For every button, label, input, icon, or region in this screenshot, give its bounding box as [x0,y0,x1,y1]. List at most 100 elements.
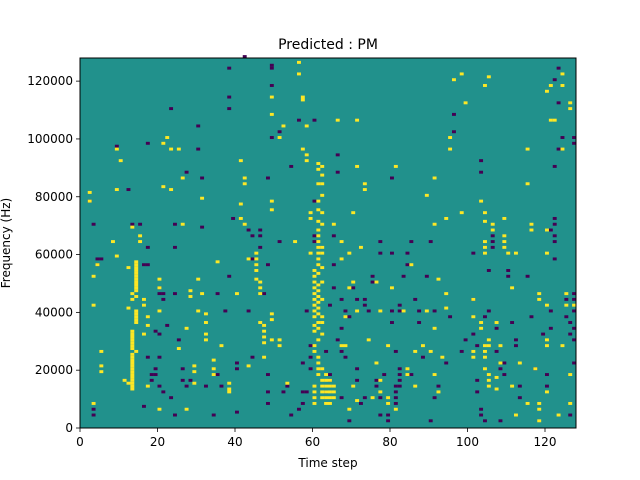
heatmap-cell-high [142,303,146,307]
heatmap-cell-low [126,188,131,192]
heatmap-cell-low [157,292,162,296]
heatmap-cell-high [320,211,325,215]
heatmap-cell-high [386,396,391,400]
heatmap-cell-low [188,378,193,382]
heatmap-cell-high [145,384,150,388]
x-tick-label: 120 [534,435,557,449]
heatmap-cell-high [440,355,445,359]
heatmap-cell-high [277,344,282,348]
heatmap-cell-high [413,349,418,353]
heatmap-cell-high [490,228,495,232]
heatmap-cell-low [308,355,313,359]
heatmap-cell-high [320,367,325,371]
heatmap-cell-high [165,136,170,139]
heatmap-cell-high [211,358,216,362]
heatmap-cell-high [161,141,166,145]
heatmap-cell-high [471,297,476,301]
heatmap-cell-high [269,95,274,99]
heatmap-cell-high [568,401,573,405]
heatmap-cell-high [130,384,135,388]
heatmap-cell-low [355,378,360,382]
heatmap-cell-high [510,286,515,290]
heatmap-cell-high [312,269,317,272]
heatmap-cell-high [262,323,267,327]
heatmap-cell-high [134,274,139,278]
heatmap-cell-high [215,260,220,264]
heatmap-cell-high [242,222,247,226]
heatmap-cell-high [324,378,329,382]
heatmap-cell-high [351,211,356,215]
heatmap-cell-low [145,141,150,145]
heatmap-cell-high [130,338,135,342]
heatmap-cell-high [130,344,135,348]
heatmap-cell-low [161,390,166,394]
heatmap-cell-high [312,292,317,296]
heatmap-cell-high [366,338,371,342]
heatmap-cell-high [134,349,139,353]
heatmap-cell-low [157,384,162,388]
heatmap-cell-low [180,367,185,371]
heatmap-cell-low [184,384,189,388]
plot-area [79,55,577,429]
heatmap-cell-low [312,240,317,244]
heatmap-cell-low [479,170,484,174]
heatmap-cell-low [200,225,205,229]
heatmap-cell-high [320,280,325,284]
heatmap-cell-high [312,329,317,333]
heatmap-cell-high [130,297,135,301]
heatmap-cell-high [134,318,139,322]
heatmap-cell-high [537,407,542,411]
heatmap-cell-high [304,153,309,157]
heatmap-cell-high [324,401,329,405]
heatmap-cell-low [556,66,561,70]
heatmap-cell-low [548,309,553,313]
heatmap-cell-high [529,228,534,232]
heatmap-cell-high [196,309,201,313]
heatmap-cell-low [328,373,332,377]
heatmap-cell-high [424,193,429,197]
heatmap-cell-low [390,309,394,313]
heatmap-cell-low [525,274,530,278]
heatmap-cell-high [242,176,247,180]
heatmap-cell-high [421,344,425,348]
heatmap-cell-low [153,367,158,371]
heatmap-cell-high [335,118,340,122]
heatmap-cell-low [393,401,398,405]
heatmap-cell-high [436,390,441,394]
heatmap-cell-high [316,167,321,171]
heatmap-cell-high [114,147,119,151]
heatmap-cell-low [277,130,282,134]
heatmap-cell-low [169,107,174,111]
heatmap-cell-high [134,263,139,267]
heatmap-cell-high [320,384,325,388]
heatmap-cell-high [122,378,127,382]
heatmap-cell-high [483,211,487,215]
heatmap-cell-low [339,349,344,353]
heatmap-cell-low [405,263,410,267]
x-tick-label: 80 [382,435,397,449]
heatmap-cell-high [204,321,208,324]
heatmap-cell-high [320,396,325,400]
heatmap-cell-low [300,361,305,365]
heatmap-cell-high [432,326,437,330]
heatmap-cell-low [149,378,154,382]
heatmap-cell-high [134,280,139,284]
heatmap-cell-high [188,289,193,293]
heatmap-cell-low [409,373,414,377]
heatmap-cell-high [316,234,321,238]
heatmap-cell-high [436,277,441,281]
heatmap-cell-low [266,373,270,377]
heatmap-cell-high [312,344,317,348]
heatmap-cell-high [378,309,383,313]
heatmap-cell-high [355,118,360,122]
heatmap-cell-low [386,419,391,423]
heatmap-cell-high [537,401,542,405]
heatmap-cell-high [300,98,305,102]
heatmap-cell-high [328,384,332,388]
heatmap-cell-high [258,280,263,284]
heatmap-cell-low [200,176,205,180]
heatmap-cell-low [529,315,534,319]
heatmap-cell-low [173,413,177,417]
heatmap-cell-low [114,144,119,148]
heatmap-cell-high [312,297,317,301]
